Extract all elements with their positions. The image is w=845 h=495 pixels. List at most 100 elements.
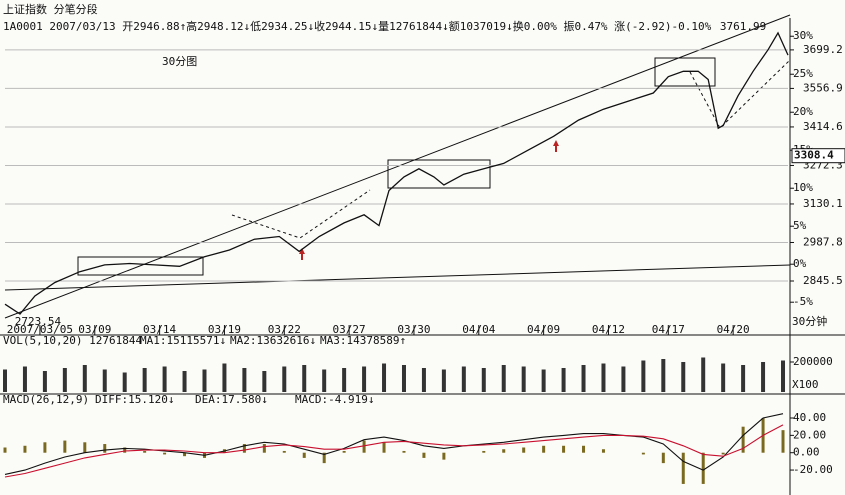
y-tick-label: 20.00 [793,428,826,441]
macd-bar [123,447,127,453]
macd-bar [582,445,586,453]
ma-legend: MA3:14378589↑ [320,334,406,347]
range-box [387,159,491,189]
volume-bar [122,372,127,392]
chart-title: 上证指数 分笔分段 [3,2,98,16]
macd-bar [262,444,266,453]
y-tick-label: 2845.5 [803,274,843,287]
y-tick-label: 0.00 [793,446,820,459]
y-tick-label: 40.00 [793,411,826,424]
volume-bar [581,365,586,392]
volume-title: VOL(5,10,20) 12761844 [3,334,142,347]
macd-bar [242,444,246,453]
macd-bar [43,442,47,453]
volume-bar [761,362,766,392]
y-tick-label: 10% [793,181,813,194]
macd-bar [163,452,167,455]
y-tick-label: -5% [793,295,813,308]
quote-info: 1A0001 2007/03/13 开2946.88↑高2948.12↓低293… [3,19,712,33]
up-arrow [553,140,559,152]
volume-bar [741,365,746,392]
volume-bar [322,369,327,392]
volume-bar [561,368,566,392]
macd-bar [522,447,526,453]
volume-bar [661,359,666,392]
macd-line [4,413,784,475]
volume-bar [481,368,486,392]
range-box [77,256,204,276]
macd-legend: DEA:17.580↓ [195,393,268,406]
macd-bar [721,452,725,455]
macd-title: MACD(26,12,9) [3,393,89,406]
volume-bar [501,365,506,392]
macd-bar [302,452,306,458]
y-tick-label: 3556.9 [803,81,843,94]
y-tick-label: 3699.2 [803,43,843,56]
ma-legend: MA2:13632616↓ [230,334,316,347]
volume-bar [601,363,606,392]
volume-bar [142,368,147,392]
macd-bar [402,450,406,453]
macd-bar [422,452,426,458]
macd-line [4,424,784,478]
macd-bar [442,452,446,460]
y-tick-label: 25% [793,67,813,80]
macd-bar [741,426,745,453]
volume-bar [22,366,27,392]
volume-bar [641,360,646,392]
volume-bar [421,368,426,392]
last-price-label: 3308.4 [794,149,834,162]
macd-bar [322,452,326,464]
volume-bar [781,360,786,392]
volume-bar [82,365,87,392]
volume-bar [282,366,287,392]
y-tick-label: -20.00 [793,463,833,476]
macd-bar [502,449,506,453]
volume-bar [621,366,626,392]
macd-legend: MACD:-4.919↓ [295,393,374,406]
volume-bar [202,369,207,392]
macd-bar [3,447,7,453]
macd-legend: DIFF:15.120↓ [95,393,174,406]
price-annotation: 3761.99 [720,20,766,33]
price-line [4,31,789,315]
volume-bar [521,366,526,392]
y-tick-label: 3130.1 [803,197,843,210]
volume-bar [681,362,686,392]
macd-bar [562,445,566,453]
volume-bar [701,357,706,392]
y-tick-label: 5% [793,219,807,232]
volume-bar [362,366,367,392]
volume-bar [42,371,47,392]
macd-bar [23,445,27,453]
volume-bar [382,363,387,392]
macd-bar [63,440,67,453]
macd-bar [542,445,546,453]
range-box [654,57,716,87]
macd-bar [282,450,286,453]
macd-bar [83,442,87,453]
macd-bar [382,442,386,453]
y-tick-label: 3414.6 [803,120,843,133]
volume-bar [401,365,406,392]
macd-bar [362,440,366,453]
volume-bar [262,371,267,392]
volume-bar [541,369,546,392]
last-price-box [791,148,845,164]
macd-bar [143,450,147,453]
macd-bar [701,452,705,484]
macd-bar [482,450,486,453]
x-end-label: 30分钟 [792,314,827,328]
period-label: 30分图 [162,55,197,68]
macd-bar [103,444,107,453]
volume-bar [441,369,446,392]
macd-bar [342,450,346,453]
price-annotation: 2723.54 [15,315,62,328]
unit-label: X100 [792,378,819,391]
y-tick-label: 2987.8 [803,235,843,248]
volume-bar [62,368,67,392]
y-tick-label: 30% [793,29,813,42]
y-tick-label: 200000 [793,355,833,368]
macd-bar [601,449,605,453]
